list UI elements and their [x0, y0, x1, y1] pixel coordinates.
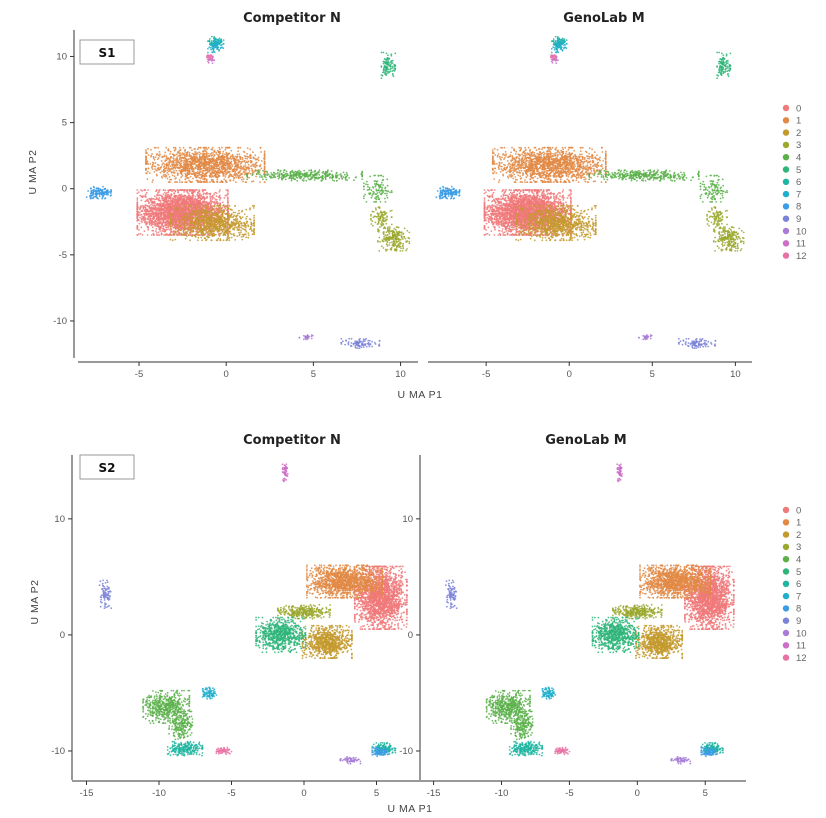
- cell-point: [215, 199, 217, 201]
- cell-point: [163, 193, 165, 195]
- cell-point: [161, 196, 163, 198]
- cell-point: [227, 196, 229, 198]
- cell-point: [140, 227, 142, 229]
- cell-point: [156, 232, 158, 234]
- cell-point: [209, 197, 211, 199]
- y-axis-title: U MA P2: [27, 150, 39, 195]
- cell-point: [213, 193, 215, 195]
- x-tick-label: 0: [224, 369, 229, 380]
- cell-point: [159, 230, 161, 232]
- cell-point: [155, 230, 157, 232]
- cell-point: [150, 204, 152, 206]
- cell-point: [168, 191, 170, 193]
- cell-point: [163, 189, 165, 191]
- cell-point: [147, 218, 149, 220]
- cell-point: [200, 194, 202, 196]
- cell-point: [153, 198, 155, 200]
- cell-point: [222, 202, 224, 204]
- cell-point: [147, 234, 149, 236]
- cell-point: [139, 212, 141, 214]
- cell-point: [152, 226, 154, 228]
- cell-point: [144, 206, 146, 208]
- y-tick-label: -10: [53, 316, 67, 327]
- cell-point: [138, 191, 140, 193]
- cell-point: [141, 216, 143, 218]
- cell-point: [219, 189, 221, 191]
- cell-point: [217, 203, 219, 205]
- cell-point: [154, 195, 156, 197]
- cell-point: [145, 194, 147, 196]
- cell-point: [156, 189, 158, 191]
- cell-point: [209, 193, 211, 195]
- umap-plot-s1-competitor-n: -5 0 5 10 -10 -5 0 5 10: [53, 30, 418, 380]
- cell-point: [184, 198, 186, 200]
- cell-point: [216, 195, 218, 197]
- cell-point: [157, 234, 159, 236]
- cell-point: [212, 198, 214, 200]
- y-tick-label: 10: [56, 51, 67, 62]
- cell-point: [219, 199, 221, 201]
- cell-point: [141, 218, 143, 220]
- cell-point: [153, 202, 155, 204]
- panel-title-right: GenoLab M: [563, 11, 645, 26]
- cell-point: [224, 197, 226, 199]
- cell-point: [160, 202, 162, 204]
- x-axis-title: U MA P1: [398, 389, 443, 401]
- cell-point: [216, 192, 218, 194]
- cell-point: [136, 197, 138, 199]
- x-tick-label: -5: [135, 369, 143, 380]
- cell-point: [172, 197, 174, 199]
- cell-point: [147, 229, 149, 231]
- cell-point: [186, 191, 188, 193]
- x-tick-label: 5: [311, 369, 316, 380]
- cell-point: [147, 189, 149, 191]
- cell-point: [141, 214, 143, 216]
- cell-point: [167, 194, 169, 196]
- cell-point: [173, 192, 175, 194]
- cell-point: [151, 234, 153, 236]
- cell-point: [146, 205, 148, 207]
- cell-point: [214, 201, 216, 203]
- cell-point: [155, 228, 157, 230]
- cell-point: [199, 193, 201, 195]
- panel-title-left: Competitor N: [243, 11, 341, 26]
- cell-point: [205, 193, 207, 195]
- cell-point: [195, 196, 197, 198]
- figure-s1: S1 Competitor N GenoLab M U MA P1 U MA P…: [27, 11, 807, 401]
- cell-point: [156, 217, 158, 219]
- y-tick-label: 5: [62, 118, 67, 129]
- cell-point: [163, 226, 165, 228]
- cell-point: [143, 196, 145, 198]
- x-tick-label: 10: [395, 369, 406, 380]
- cell-point: [218, 196, 220, 198]
- cell-point: [146, 192, 148, 194]
- cell-point: [138, 229, 140, 231]
- cell-point: [136, 189, 138, 191]
- cell-point: [140, 233, 142, 235]
- cell-point: [149, 224, 151, 226]
- cell-point: [136, 193, 138, 195]
- axes: -5 0 5 10 -10 -5 0 5 10: [53, 30, 418, 380]
- y-tick-label: -5: [59, 250, 67, 261]
- cell-point: [142, 234, 144, 236]
- cell-point: [174, 198, 176, 200]
- cell-point: [220, 197, 222, 199]
- cell-point: [139, 223, 141, 225]
- cell-point: [181, 194, 183, 196]
- sample-label: S1: [99, 46, 116, 60]
- cell-point: [173, 189, 175, 191]
- cell-point: [145, 211, 147, 213]
- cell-point: [156, 194, 158, 196]
- y-tick-label: 0: [62, 184, 67, 195]
